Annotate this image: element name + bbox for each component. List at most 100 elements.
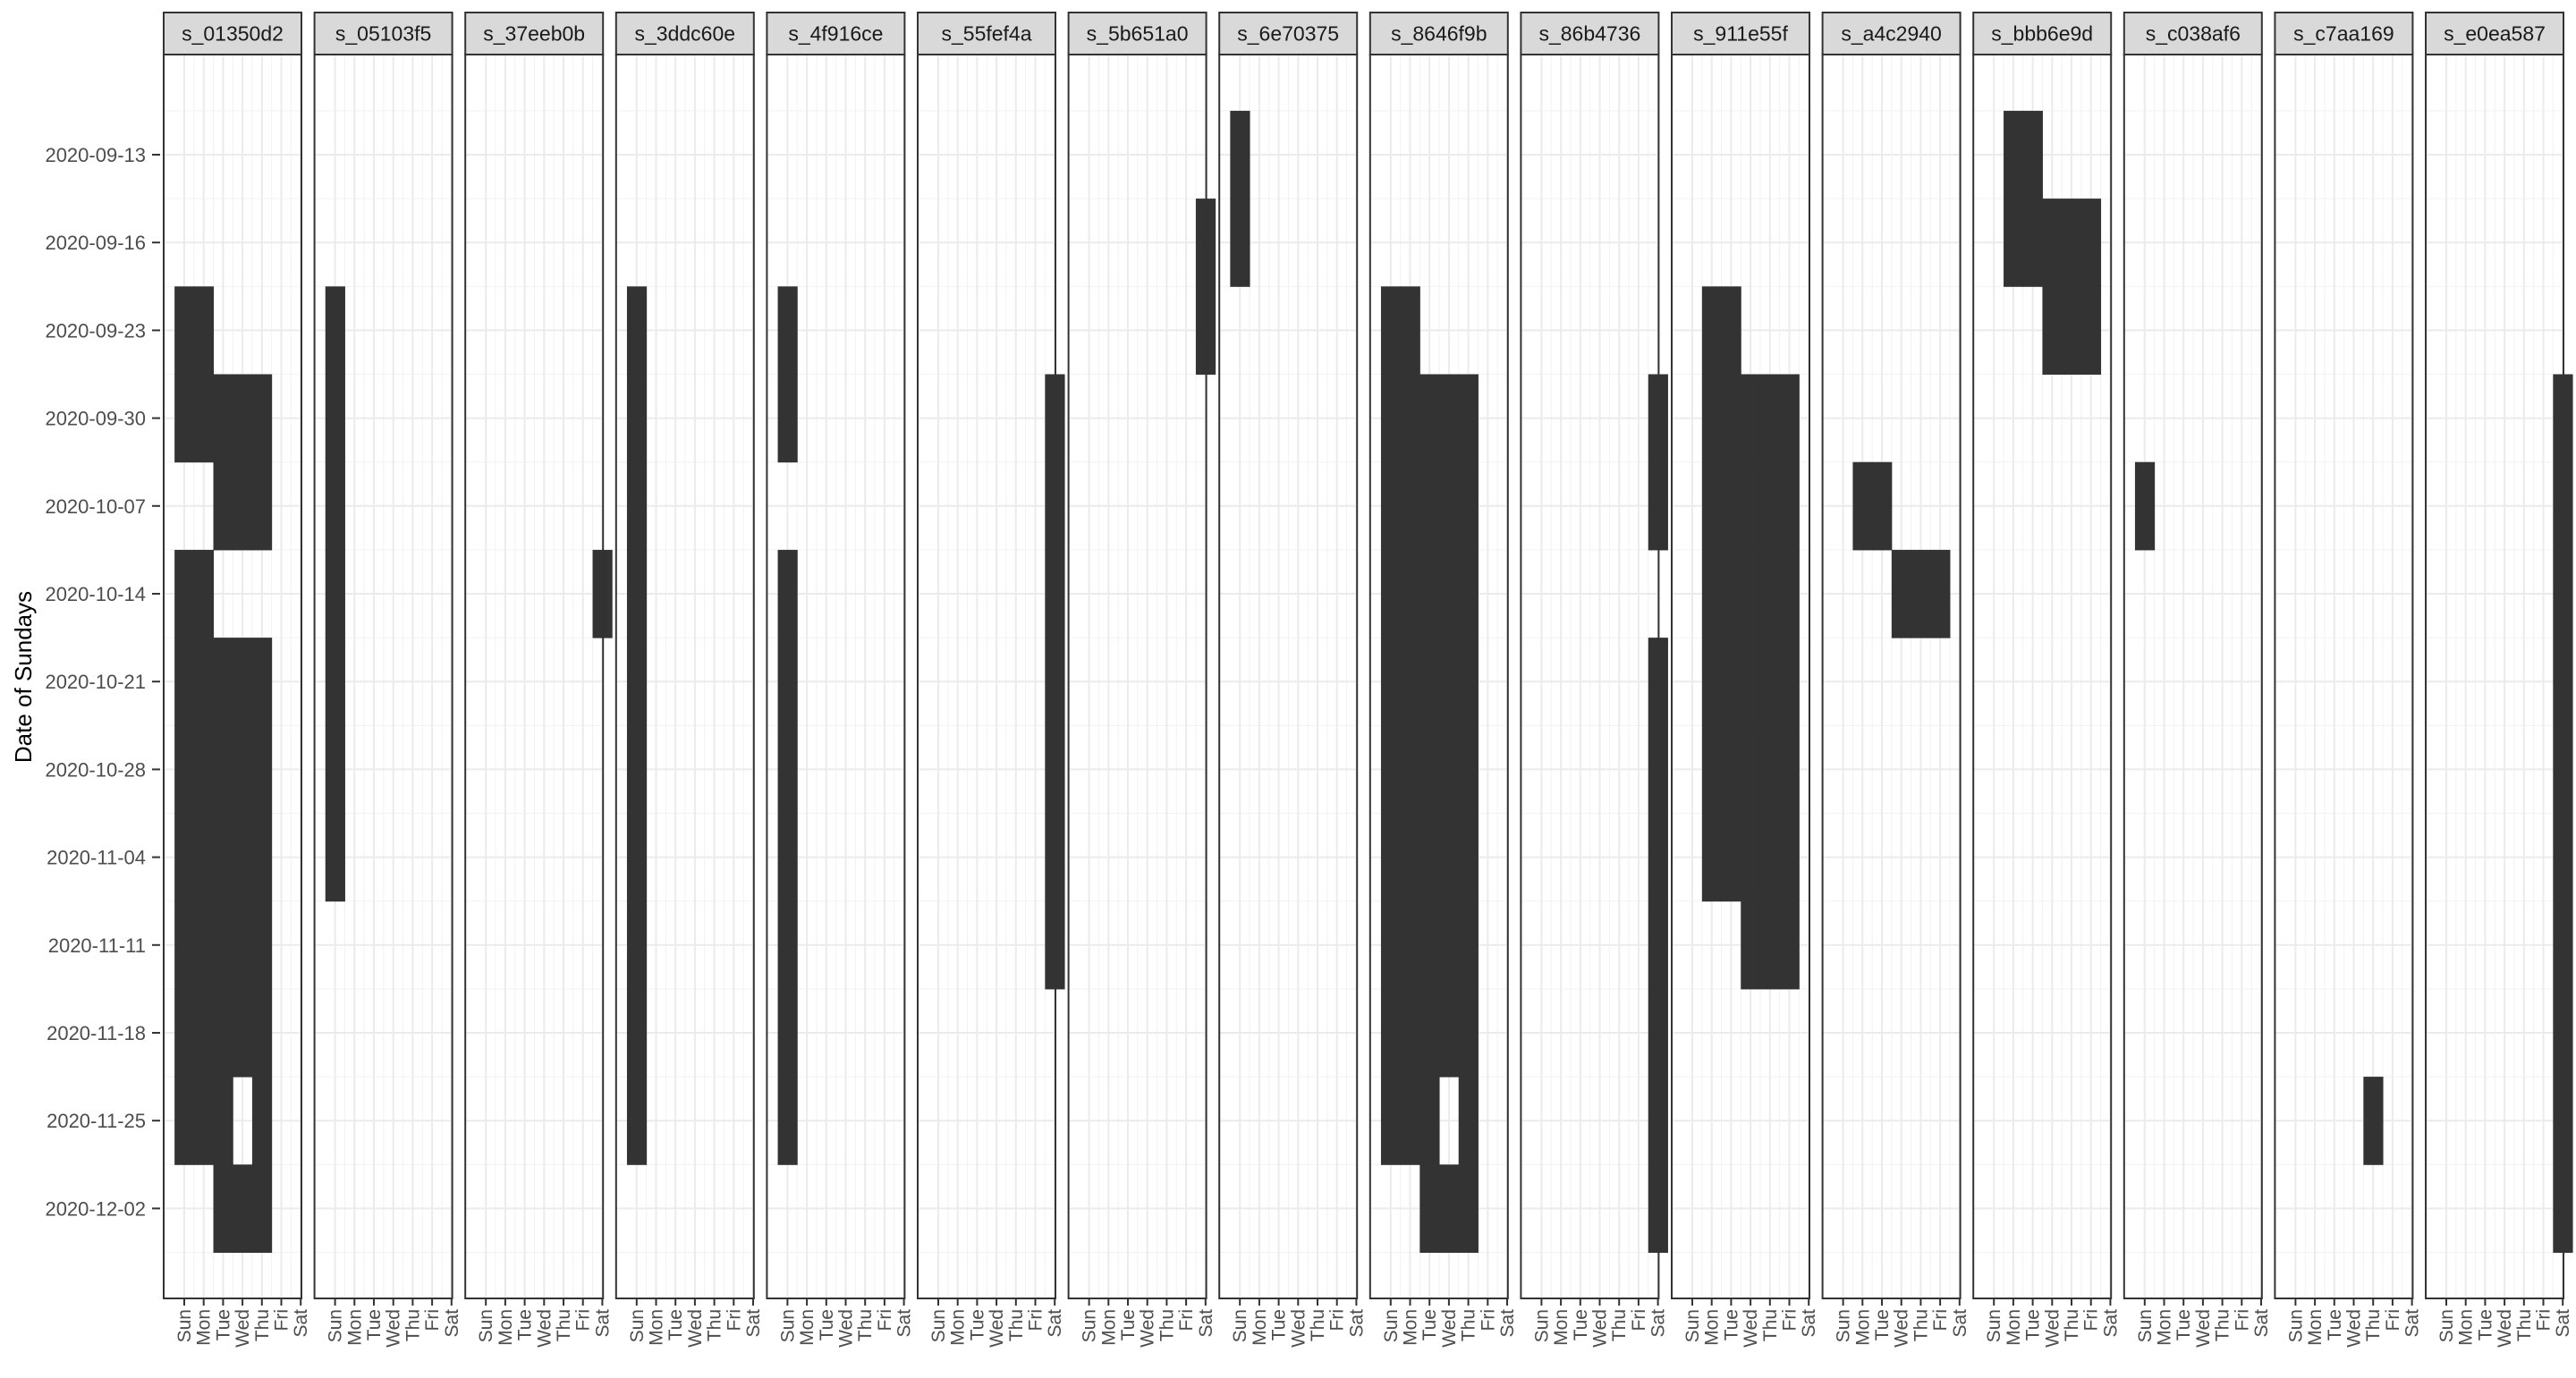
heatmap-cell bbox=[193, 286, 215, 375]
x-tick-label: Tue bbox=[1571, 1309, 1591, 1340]
heatmap-cell bbox=[777, 638, 798, 726]
heatmap-cell bbox=[1759, 461, 1781, 551]
heatmap-cell bbox=[1458, 725, 1479, 814]
x-tick-label: Wed bbox=[1288, 1309, 1309, 1348]
y-tick-label: 2020-10-21 bbox=[45, 671, 146, 693]
heatmap-cell bbox=[233, 638, 253, 726]
x-tick-label: Fri bbox=[1327, 1309, 1348, 1332]
x-tick-label: Fri bbox=[1930, 1309, 1951, 1332]
heatmap-cell bbox=[193, 638, 215, 726]
heatmap-cell bbox=[174, 1077, 195, 1165]
panel-title: s_55fef4a bbox=[941, 22, 1031, 46]
y-tick-label: 2020-09-30 bbox=[45, 408, 146, 430]
x-tick-label: Tue bbox=[2023, 1309, 2044, 1340]
heatmap-cell bbox=[777, 549, 798, 638]
heatmap-cell bbox=[1380, 725, 1402, 814]
heatmap-cell bbox=[1721, 549, 1741, 638]
panel-header bbox=[1671, 12, 1810, 55]
panel-border bbox=[1671, 54, 1810, 1299]
x-tick-label: Thu bbox=[1157, 1309, 1177, 1341]
x-tick-label: Wed bbox=[836, 1309, 857, 1348]
heatmap-cell bbox=[1721, 813, 1741, 902]
heatmap-cell bbox=[1419, 988, 1440, 1078]
x-tick-label: Fri bbox=[875, 1309, 895, 1332]
panel-border bbox=[1821, 54, 1962, 1299]
heatmap-cell bbox=[1400, 988, 1420, 1078]
heatmap-cell bbox=[1419, 813, 1440, 902]
heatmap-cell bbox=[626, 1077, 648, 1165]
heatmap-cell bbox=[174, 988, 195, 1078]
x-tick-label: Wed bbox=[1741, 1309, 1761, 1348]
heatmap-cell bbox=[1741, 549, 1761, 638]
heatmap-cell bbox=[251, 725, 273, 814]
x-tick-label: Thu bbox=[855, 1309, 876, 1341]
heatmap-cell bbox=[1400, 461, 1420, 551]
heatmap-cell bbox=[626, 988, 648, 1078]
y-tick-label: 2020-10-14 bbox=[45, 583, 146, 605]
heatmap-cell bbox=[1400, 725, 1420, 814]
x-tick-label: Wed bbox=[1590, 1309, 1611, 1348]
heatmap-cell bbox=[1439, 900, 1460, 990]
heatmap-cell bbox=[2004, 110, 2024, 199]
panel-border bbox=[464, 54, 605, 1299]
heatmap-cell bbox=[251, 638, 273, 726]
panel-header bbox=[163, 12, 302, 55]
heatmap-cell bbox=[626, 549, 648, 638]
panel-title: s_c7aa169 bbox=[2293, 22, 2394, 46]
heatmap-cell bbox=[233, 813, 253, 902]
x-tick-label: Mon bbox=[948, 1309, 969, 1346]
x-tick-label: Sun bbox=[2436, 1309, 2457, 1342]
panel-border bbox=[2274, 54, 2414, 1299]
heatmap-cell bbox=[213, 900, 233, 990]
heatmap-cell bbox=[1380, 813, 1402, 902]
heatmap-cell bbox=[1721, 461, 1741, 551]
heatmap-cell bbox=[1701, 725, 1723, 814]
x-tick-label: Tue bbox=[1269, 1309, 1290, 1340]
heatmap-cell bbox=[213, 374, 233, 463]
heatmap-cell bbox=[251, 461, 273, 551]
x-tick-label: Tue bbox=[213, 1309, 233, 1340]
x-tick-label: Sun bbox=[1984, 1309, 2004, 1342]
x-tick-label: Tue bbox=[364, 1309, 385, 1340]
heatmap-cell bbox=[2363, 1077, 2384, 1165]
heatmap-cell bbox=[1741, 461, 1761, 551]
y-tick-label: 2020-11-04 bbox=[47, 847, 146, 869]
panel-title: s_01350d2 bbox=[182, 22, 284, 46]
heatmap-cell bbox=[193, 374, 215, 463]
x-tick-label: Sun bbox=[1381, 1309, 1402, 1342]
x-tick-label: Thu bbox=[1308, 1309, 1328, 1341]
x-tick-label: Sat bbox=[2553, 1309, 2573, 1338]
x-tick-label: Mon bbox=[1551, 1309, 1572, 1346]
heatmap-cell bbox=[1439, 461, 1460, 551]
x-tick-label: Wed bbox=[2193, 1309, 2214, 1348]
heatmap-cell bbox=[213, 725, 233, 814]
y-axis-title: Date of Sundays bbox=[10, 591, 37, 763]
x-tick-label: Wed bbox=[2495, 1309, 2515, 1348]
heatmap-cell bbox=[1400, 1077, 1420, 1165]
heatmap-cell bbox=[2004, 199, 2024, 287]
heatmap-cell bbox=[1400, 549, 1420, 638]
x-tick-label: Sat bbox=[1346, 1309, 1367, 1338]
heatmap-cell bbox=[1759, 374, 1781, 463]
x-tick-label: Mon bbox=[797, 1309, 818, 1346]
panel-border bbox=[614, 54, 755, 1299]
heatmap-cell bbox=[1721, 286, 1741, 375]
x-tick-label: Sat bbox=[1648, 1309, 1669, 1338]
heatmap-cell bbox=[2062, 199, 2082, 287]
y-tick-label: 2020-09-13 bbox=[45, 144, 146, 166]
x-tick-label: Tue bbox=[1419, 1309, 1440, 1340]
heatmap-cell bbox=[1759, 900, 1781, 990]
x-tick-label: Mon bbox=[647, 1309, 667, 1346]
heatmap-cell bbox=[213, 638, 233, 726]
heatmap-cell bbox=[1400, 900, 1420, 990]
heatmap-cell bbox=[1419, 638, 1440, 726]
x-tick-label: Mon bbox=[1098, 1309, 1119, 1346]
x-tick-label: Thu bbox=[1911, 1309, 1931, 1341]
heatmap-cell bbox=[1701, 813, 1723, 902]
panel-header bbox=[313, 12, 453, 55]
heatmap-cell bbox=[174, 374, 195, 463]
heatmap-cell bbox=[325, 725, 345, 814]
panel-border bbox=[1368, 54, 1509, 1299]
y-tick-label: 2020-12-02 bbox=[45, 1197, 146, 1220]
x-tick-label: Mon bbox=[1852, 1309, 1873, 1346]
